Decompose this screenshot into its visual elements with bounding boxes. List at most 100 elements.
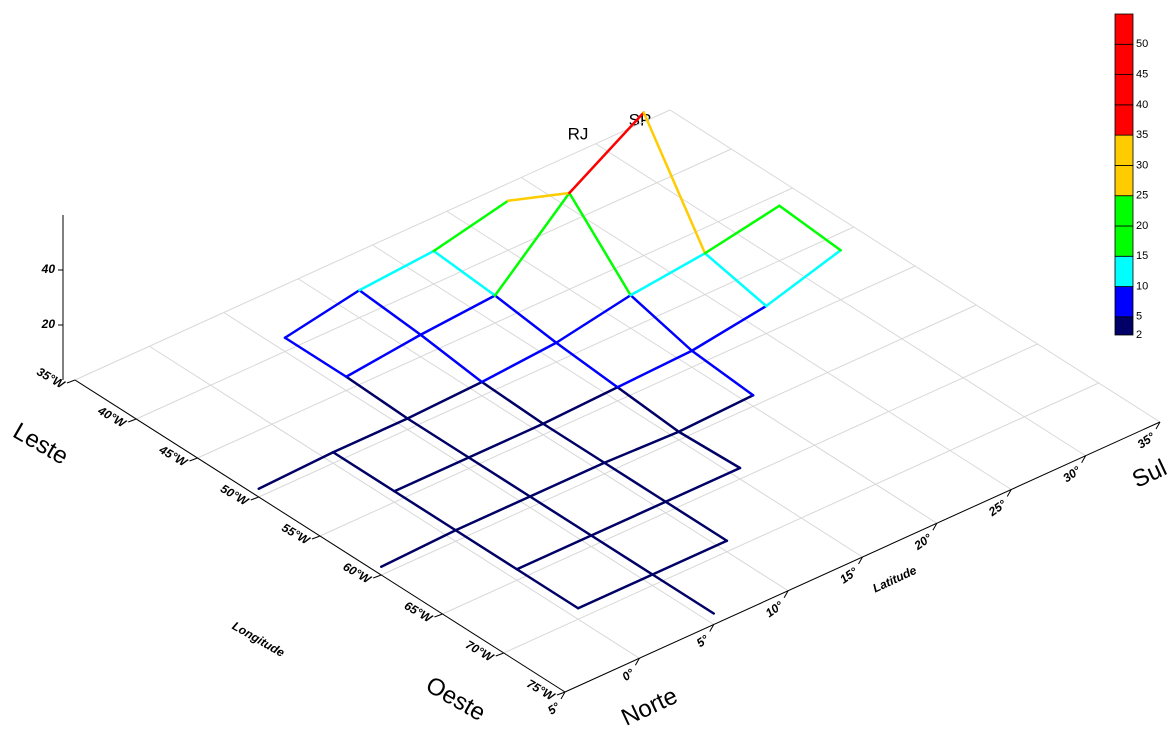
colorbar-band — [1115, 317, 1133, 335]
colorbar-tick-label: 5 — [1136, 311, 1142, 323]
surface-wire — [666, 468, 740, 502]
x-tick-label: 60°W — [341, 559, 375, 587]
x-tick-label: 50°W — [218, 481, 252, 509]
surface-wire — [692, 306, 766, 351]
colorbar-tick-label: 10 — [1136, 280, 1148, 292]
y-tick-label: 30° — [1060, 463, 1083, 485]
surface-wire — [618, 387, 679, 432]
surface-wire — [679, 432, 740, 468]
tick-mark — [128, 419, 136, 422]
surface-wire — [408, 419, 469, 458]
colorbar-tick-label: 30 — [1136, 159, 1148, 171]
colorbar-tick-label: 20 — [1136, 220, 1148, 232]
grid-line — [596, 144, 1086, 456]
axis-line — [75, 380, 565, 692]
y-tick-label: 0° — [619, 666, 637, 684]
colorbar-tick-label: 35 — [1136, 129, 1148, 141]
surface-wire — [705, 206, 779, 254]
grid-line — [149, 346, 639, 658]
grid-line — [447, 211, 937, 523]
surface-wire — [482, 343, 556, 382]
chart: RJ SP Leste Oeste Norte Sul Longitude La… — [0, 0, 1172, 729]
colorbar-tick-label: 25 — [1136, 190, 1148, 202]
surface-wire — [591, 536, 652, 575]
surface-wire — [469, 424, 543, 458]
grid-line — [373, 245, 863, 557]
surface-wire — [591, 502, 665, 536]
surface-wire — [631, 253, 705, 295]
surface-wire — [333, 452, 394, 491]
direction-label: Sul — [1128, 454, 1171, 493]
surface-wire — [394, 491, 455, 530]
surface-wire — [653, 575, 714, 614]
surface-wire — [644, 113, 705, 254]
surface-wire — [482, 382, 543, 424]
surface-wire — [517, 569, 578, 608]
colorbar-band — [1115, 135, 1133, 165]
x-axis-label: Longitude — [230, 619, 287, 660]
surface-wire — [495, 193, 569, 296]
direction-label: Leste — [8, 418, 72, 471]
grid-line — [670, 110, 1160, 422]
colorbar-tick-label: 2 — [1136, 329, 1142, 341]
y-axis-label: Latitude — [871, 563, 920, 596]
y-tick-label: 5° — [694, 632, 712, 650]
surface-wire — [517, 536, 591, 570]
colorbar-band — [1115, 44, 1133, 74]
direction-label: Norte — [617, 682, 682, 729]
surface-wire — [469, 458, 530, 497]
y-tick-label: 35° — [1135, 429, 1158, 451]
grid-line — [521, 178, 1011, 490]
x-tick-label: 40°W — [95, 403, 130, 431]
surface-wire — [705, 253, 766, 306]
surface-wire — [631, 295, 692, 351]
surface-wire — [421, 335, 482, 382]
surface-wire — [456, 497, 530, 531]
colorbar-band — [1115, 75, 1133, 105]
tick-mark — [312, 536, 320, 539]
x-tick-label: 70°W — [463, 637, 497, 665]
surface-wire — [508, 193, 569, 201]
tick-mark — [190, 458, 198, 461]
colorbar-band — [1115, 256, 1133, 286]
surface-wire — [359, 251, 433, 290]
y-tick-label: 25° — [985, 497, 1009, 520]
surface-wire — [530, 463, 604, 497]
colorbar-tick-label: 40 — [1136, 99, 1148, 111]
surface-wire — [578, 575, 652, 609]
colorbar-band — [1115, 226, 1133, 256]
surface-wire — [666, 502, 727, 541]
z-tick-label: 40 — [41, 262, 56, 276]
colorbar-tick-label: 15 — [1136, 250, 1148, 262]
axis-line — [565, 422, 1160, 692]
tick-mark — [251, 497, 259, 500]
surface-wire — [346, 377, 407, 419]
colorbar-tick-label: 45 — [1136, 68, 1148, 80]
surface-wire — [346, 335, 420, 377]
annotation: RJ — [568, 124, 589, 143]
surface-wire — [556, 295, 630, 343]
colorbar-band — [1115, 287, 1133, 317]
surface-wire — [543, 424, 604, 463]
tick-mark — [67, 380, 75, 383]
colorbar-band — [1115, 196, 1133, 226]
surface-wire — [456, 530, 517, 569]
colorbar-band — [1115, 105, 1133, 135]
surface-wire — [604, 432, 678, 463]
surface-wire — [530, 497, 591, 536]
y-tick-label: 5° — [545, 699, 563, 717]
tick-mark — [496, 653, 504, 656]
tick-mark — [435, 614, 443, 617]
y-tick-label: 15° — [837, 564, 860, 586]
surface-wire — [259, 452, 333, 489]
surface-wire — [285, 290, 359, 338]
colorbar-band — [1115, 165, 1133, 195]
surface-wire — [679, 395, 753, 432]
surface-wire — [766, 250, 840, 306]
colorbar-band — [1115, 14, 1133, 44]
x-tick-label: 45°W — [156, 442, 191, 470]
z-tick-label: 20 — [41, 317, 56, 331]
x-tick-label: 65°W — [402, 598, 436, 626]
colorbar-tick-label: 50 — [1136, 38, 1148, 50]
y-tick-label: 10° — [763, 598, 786, 620]
